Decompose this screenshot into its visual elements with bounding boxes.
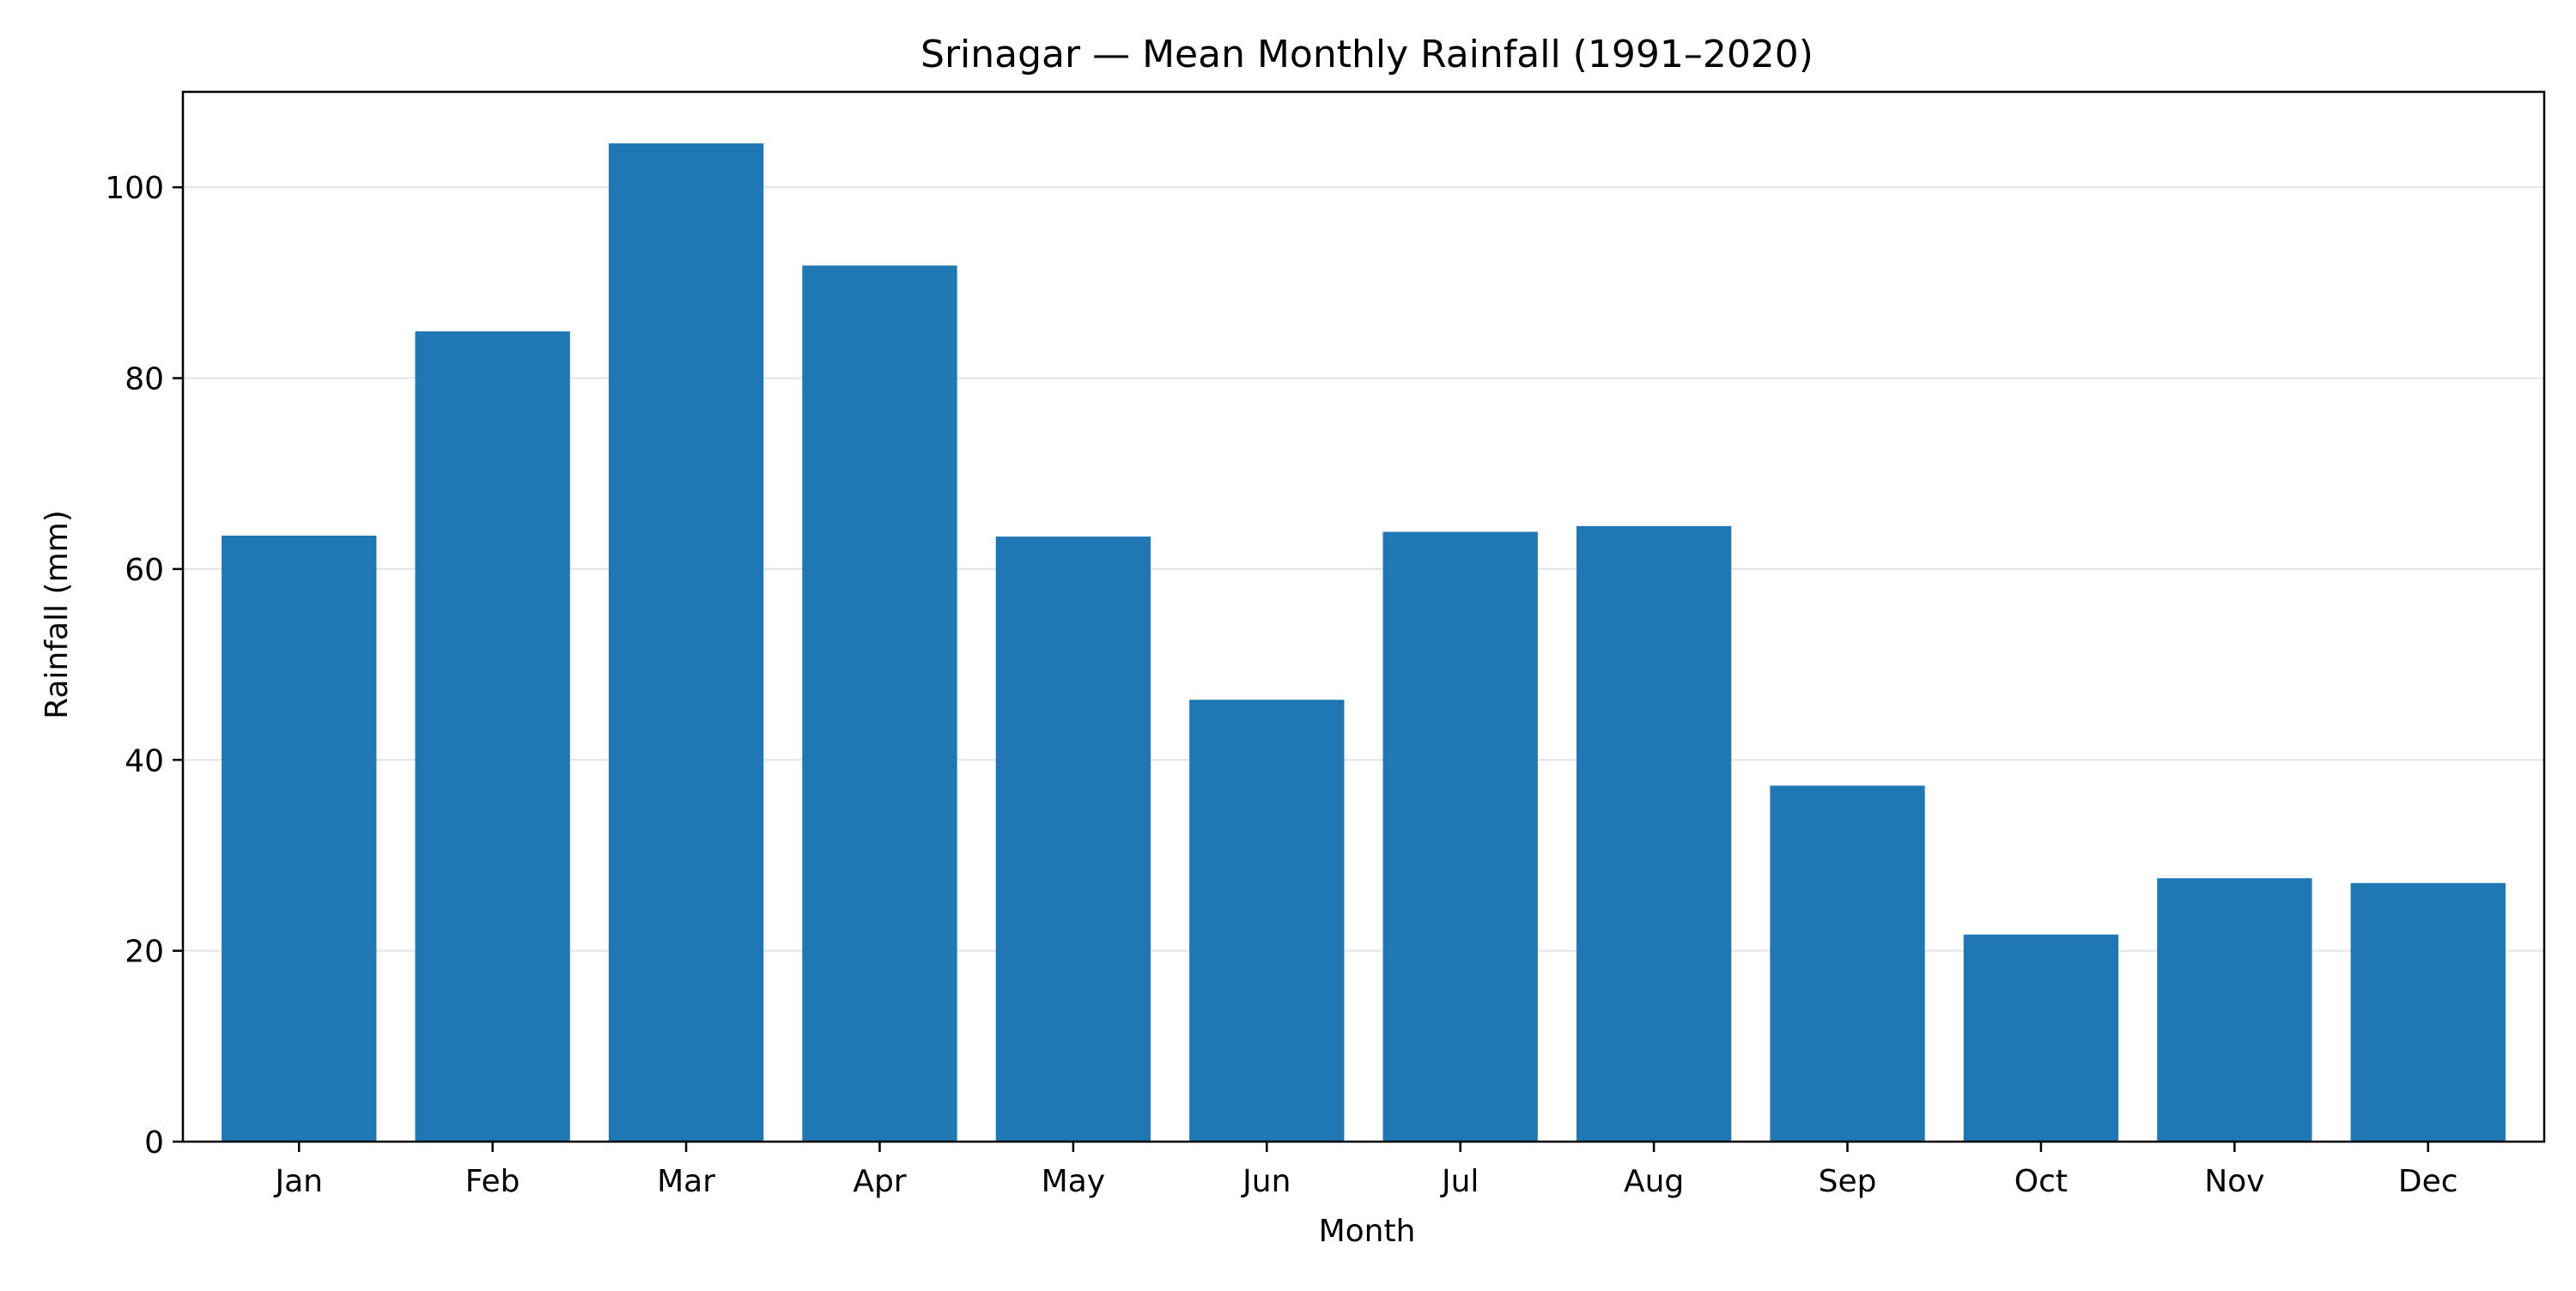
bar-may	[995, 536, 1151, 1142]
axes	[181, 90, 2546, 1143]
y-tick-label: 80	[125, 362, 164, 397]
x-tick-label: Jun	[1241, 1164, 1291, 1199]
x-tick-label: Nov	[2204, 1164, 2264, 1199]
bars	[222, 143, 2506, 1142]
bar-nov	[2157, 878, 2312, 1142]
x-tick-label: Oct	[2014, 1164, 2068, 1199]
bar-aug	[1576, 525, 1732, 1142]
bar-apr	[802, 265, 957, 1142]
x-axis-label: Month	[1319, 1214, 1416, 1249]
bar-dec	[2350, 882, 2506, 1142]
x-tick-label: Feb	[465, 1164, 520, 1199]
y-axis-label: Rainfall (mm)	[39, 510, 75, 719]
x-tick-label: Jul	[1440, 1164, 1479, 1199]
grid-lines	[183, 186, 2544, 952]
x-tick-label: Sep	[1819, 1164, 1877, 1199]
bar-mar	[608, 143, 764, 1142]
y-tick-label: 60	[125, 553, 164, 588]
chart-title: Srinagar — Mean Monthly Rainfall (1991–2…	[920, 33, 1814, 76]
bar-oct	[1963, 934, 2119, 1142]
bar-jun	[1189, 700, 1345, 1142]
y-tick-label: 100	[105, 171, 164, 206]
x-tick-label: Apr	[853, 1164, 906, 1199]
x-tick-label: Aug	[1624, 1164, 1684, 1199]
plot-frame	[181, 90, 2546, 1143]
x-tick-label: May	[1042, 1164, 1105, 1199]
bar-sep	[1770, 785, 1925, 1142]
x-tick-label: Jan	[273, 1164, 323, 1199]
bar-jul	[1382, 531, 1538, 1142]
bar-jan	[222, 535, 377, 1142]
y-tick-label: 0	[144, 1125, 164, 1161]
y-tick-label: 40	[125, 743, 164, 779]
bar-feb	[415, 331, 570, 1142]
ticks: 0 20 40 60 80 100 Jan Feb Mar Apr May Jun Jul Aug Sep O…	[105, 171, 2458, 1199]
y-tick-label: 20	[125, 935, 164, 970]
x-tick-label: Mar	[657, 1164, 715, 1199]
x-tick-label: Dec	[2398, 1164, 2458, 1199]
